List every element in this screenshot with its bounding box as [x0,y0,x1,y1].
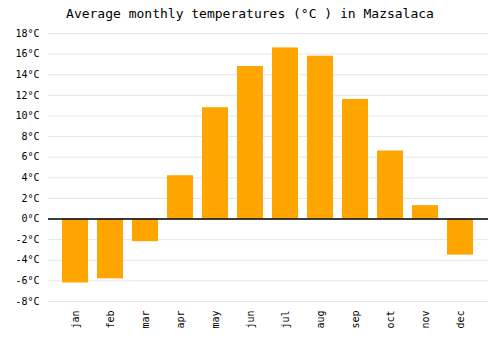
svg-text:14°C: 14°C [15,69,39,80]
svg-text:jul: jul [280,311,291,329]
svg-text:-8°C: -8°C [15,296,39,307]
svg-text:4°C: 4°C [21,172,39,183]
svg-text:2°C: 2°C [21,193,39,204]
svg-text:jun: jun [245,311,256,329]
svg-text:apr: apr [175,311,186,329]
svg-text:mar: mar [140,311,151,329]
svg-text:18°C: 18°C [15,28,39,39]
svg-text:12°C: 12°C [15,90,39,101]
svg-text:6°C: 6°C [21,151,39,162]
svg-text:0°C: 0°C [21,213,39,224]
svg-text:-6°C: -6°C [15,275,39,286]
svg-text:dec: dec [455,311,466,329]
svg-text:10°C: 10°C [15,110,39,121]
svg-text:sep: sep [350,311,361,329]
svg-text:may: may [210,311,221,329]
svg-text:nov: nov [420,311,431,329]
svg-text:jan: jan [70,311,81,329]
svg-text:8°C: 8°C [21,131,39,142]
svg-text:aug: aug [315,311,326,329]
svg-text:-4°C: -4°C [15,254,39,265]
svg-text:16°C: 16°C [15,48,39,59]
html-text:Average monthly temperatures (: Average monthly temperatures (°C ) in Ma… [66,6,434,21]
svg-text:oct: oct [385,311,396,329]
svg-text:feb: feb [105,311,116,329]
svg-text:-2°C: -2°C [15,234,39,245]
